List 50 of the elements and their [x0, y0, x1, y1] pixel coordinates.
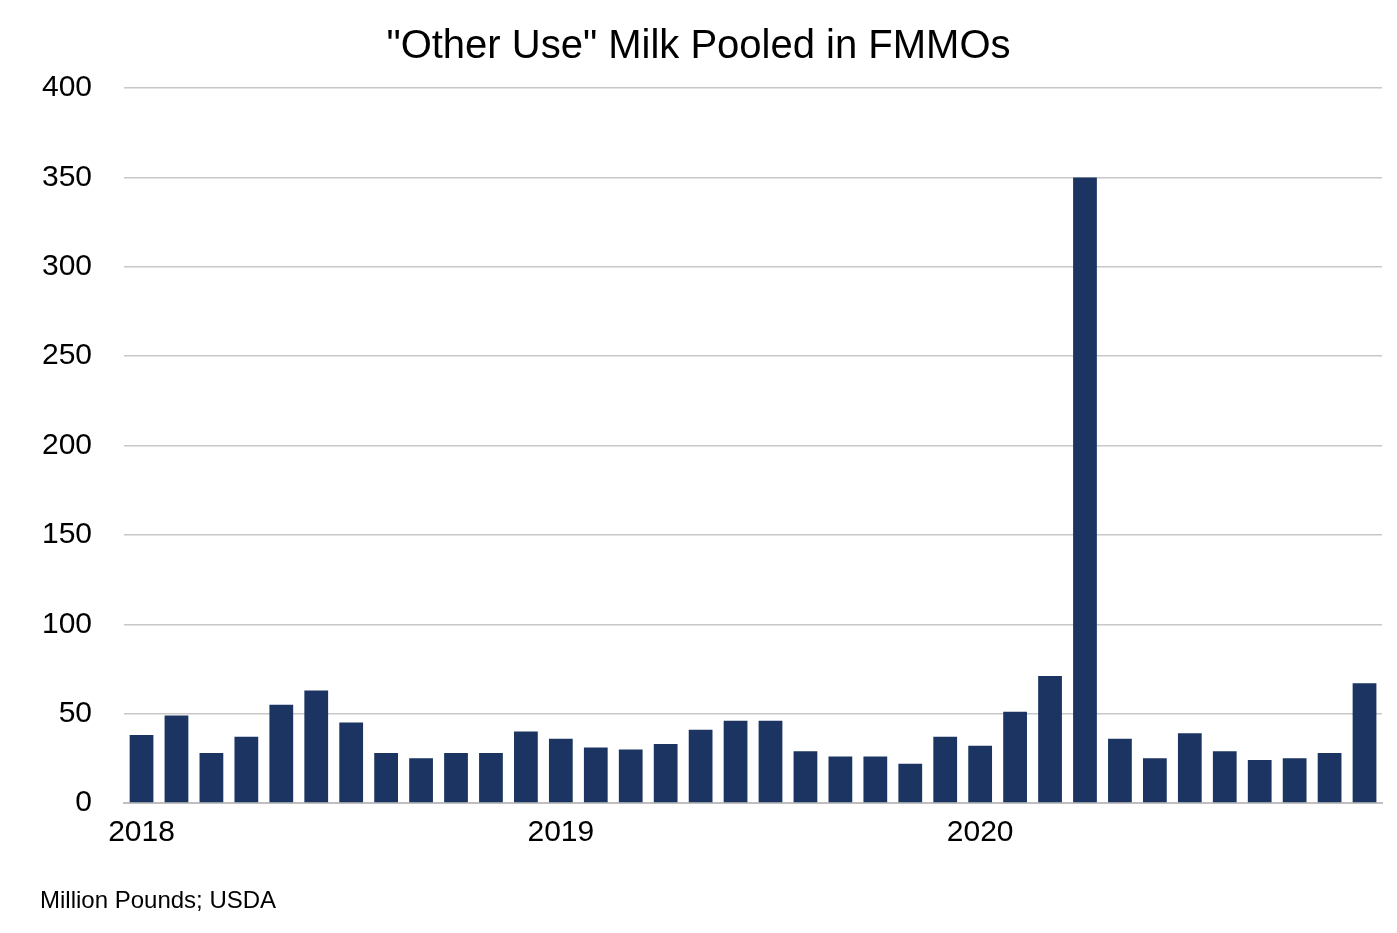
- bar: [618, 749, 643, 803]
- y-tick-label: 50: [58, 694, 93, 728]
- bar: [444, 752, 468, 803]
- bar: [793, 751, 818, 803]
- y-tick-label: 400: [41, 69, 93, 103]
- bar: [199, 752, 224, 803]
- chart-title: "Other Use" Milk Pooled in FMMOs: [385, 22, 1012, 67]
- bar: [479, 752, 503, 803]
- bar: [933, 736, 958, 803]
- bar: [1282, 758, 1307, 803]
- x-tick-label: 2020: [946, 814, 1014, 848]
- y-tick-label: 0: [75, 784, 93, 818]
- y-tick-label: 150: [41, 516, 93, 550]
- bar: [374, 752, 399, 803]
- bar: [1003, 711, 1027, 803]
- y-tick-label: 350: [41, 158, 93, 192]
- bar: [269, 704, 294, 803]
- bar: [129, 735, 154, 803]
- bar: [304, 690, 329, 803]
- bar: [1352, 683, 1377, 803]
- bar: [339, 722, 364, 803]
- bar: [583, 747, 608, 803]
- bar: [828, 756, 853, 803]
- y-tick-label: 200: [41, 426, 93, 460]
- bar: [688, 729, 713, 803]
- y-tick-label: 250: [41, 337, 93, 371]
- bar: [898, 763, 923, 803]
- x-tick-label: 2018: [108, 814, 175, 848]
- bar: [863, 756, 888, 803]
- bar: [758, 720, 783, 803]
- y-tick-label: 300: [41, 248, 93, 282]
- bar: [723, 720, 748, 803]
- y-tick-label: 100: [41, 605, 93, 639]
- bar: [1108, 738, 1132, 803]
- bar: [409, 758, 433, 803]
- bar: [164, 715, 189, 803]
- bar: [1317, 752, 1342, 803]
- bar: [653, 744, 678, 803]
- text: Million Pounds; USDA: [40, 886, 277, 914]
- bar: [968, 745, 993, 803]
- bar: [1212, 751, 1237, 803]
- bar: [1177, 733, 1202, 803]
- bar: [1142, 758, 1167, 803]
- bar: [1247, 760, 1272, 803]
- bar: [548, 738, 573, 803]
- bar: [234, 736, 259, 803]
- bar: [1073, 177, 1097, 803]
- bar: [514, 731, 538, 803]
- x-tick-label: 2019: [527, 814, 595, 848]
- bar: [1038, 676, 1062, 803]
